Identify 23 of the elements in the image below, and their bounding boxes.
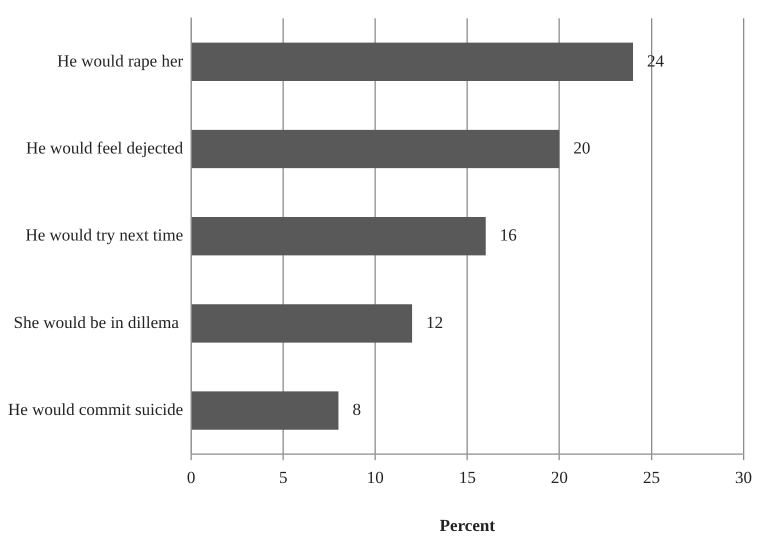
bar <box>192 42 634 81</box>
data-label: 20 <box>573 138 590 158</box>
bar <box>192 217 486 256</box>
x-tick-label: 10 <box>366 468 384 487</box>
y-tick-label: He would rape her <box>57 51 184 70</box>
y-tick-label: She would be in dillema <box>14 312 184 332</box>
bar <box>192 391 338 430</box>
x-axis-title: Percent <box>440 516 496 536</box>
x-tick-label: 20 <box>550 468 568 487</box>
y-tick-label: He would feel dejected <box>26 138 184 158</box>
data-label: 12 <box>426 312 444 332</box>
x-tick-label: 0 <box>186 468 196 487</box>
x-tick-label: 15 <box>458 468 476 487</box>
bar <box>192 304 412 343</box>
data-label: 16 <box>500 226 517 245</box>
y-tick-label: He would commit suicide <box>8 400 184 420</box>
data-label: 8 <box>352 400 361 420</box>
x-tick-label: 30 <box>735 468 752 487</box>
data-label: 24 <box>647 51 665 70</box>
bar <box>192 130 560 168</box>
y-tick-label: He would try next time <box>25 226 184 245</box>
x-tick-label: 25 <box>642 468 660 487</box>
x-tick-label: 5 <box>278 468 288 487</box>
